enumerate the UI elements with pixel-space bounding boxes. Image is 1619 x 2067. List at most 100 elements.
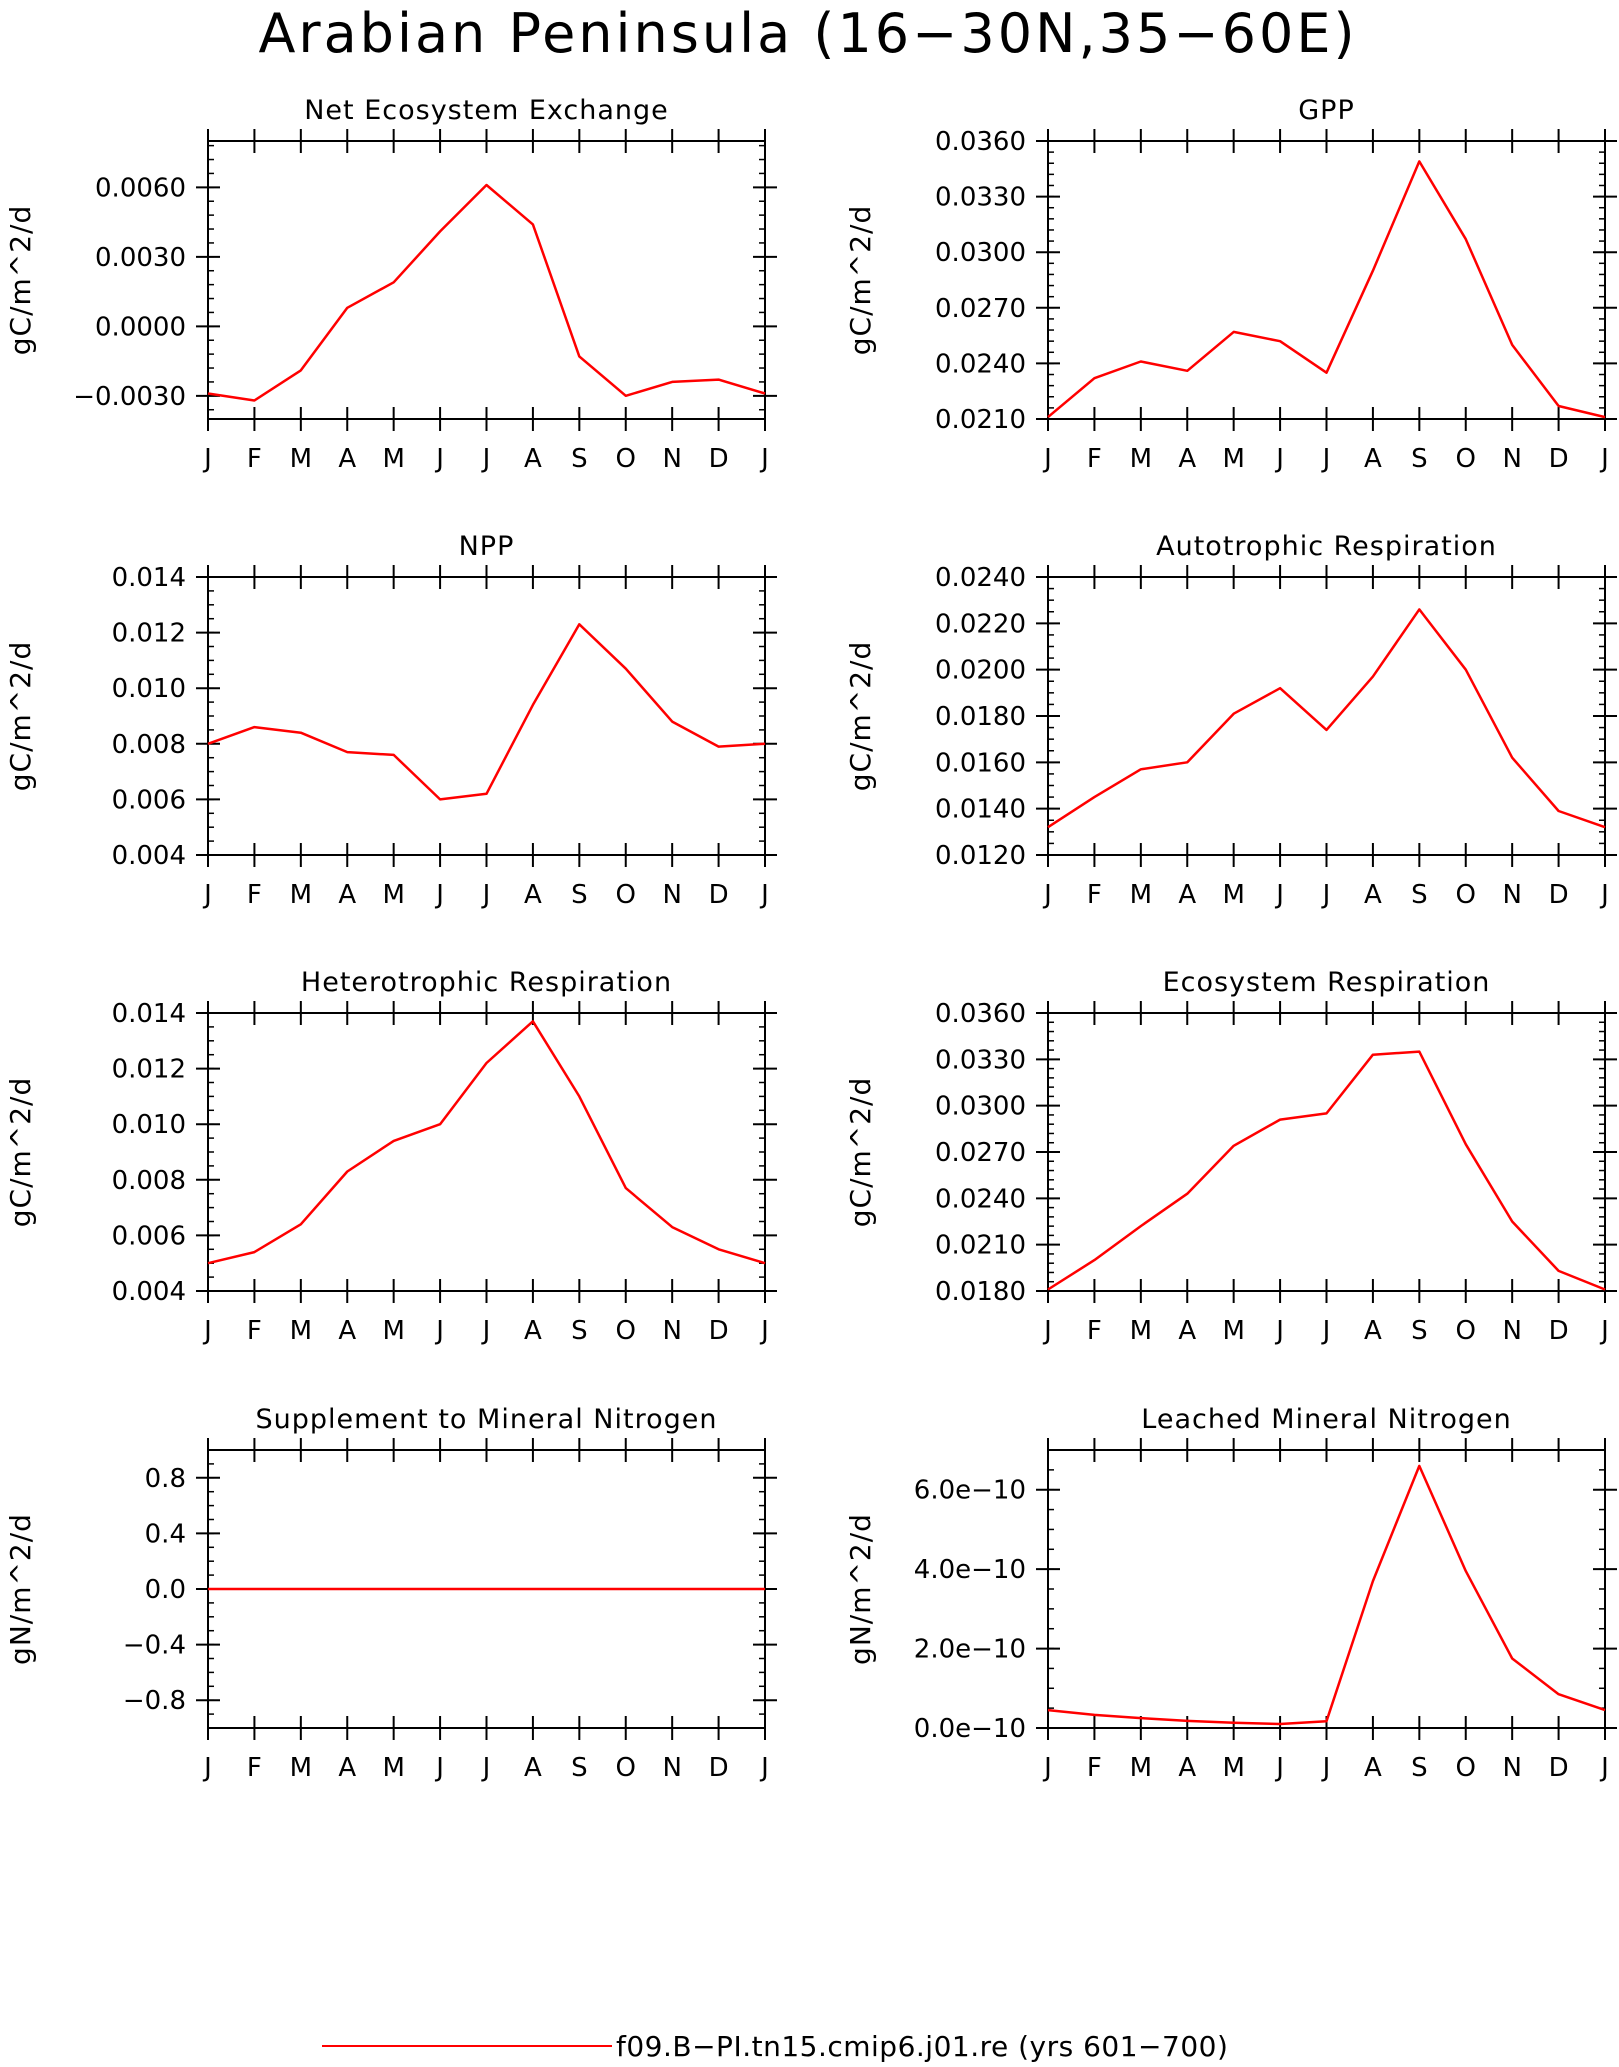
y-tick-label: 0.0270 xyxy=(935,1138,1026,1168)
x-tick-label: S xyxy=(571,880,588,910)
y-tick-label: 0.0240 xyxy=(935,563,1026,593)
panel-title: Supplement to Mineral Nitrogen xyxy=(256,1404,718,1435)
x-tick-label: M xyxy=(1222,880,1244,910)
panel-2: J F M A M J J A S O N D J0.02100.02400.02700.03000.0… xyxy=(844,95,1617,474)
series-line xyxy=(1047,160,1606,419)
panel-6: J F M A M J J A S O N D J0.01800.02100.02400.02700.0… xyxy=(844,967,1617,1346)
x-tick-label: M xyxy=(290,880,312,910)
x-tick-label: N xyxy=(1502,880,1521,910)
panel-title: Leached Mineral Nitrogen xyxy=(1141,1404,1511,1435)
x-tick-label: J xyxy=(1274,1316,1284,1346)
x-tick-label: D xyxy=(1549,1316,1569,1346)
x-tick-label: M xyxy=(1130,1753,1152,1783)
x-tick-label: A xyxy=(524,1753,542,1783)
x-tick-label: M xyxy=(1222,444,1244,474)
x-tick-label: S xyxy=(1411,1753,1428,1783)
y-tick-label: 0.0300 xyxy=(935,238,1026,268)
x-tick-label: J xyxy=(481,1316,491,1346)
x-tick-label: M xyxy=(1222,1316,1244,1346)
panel-title: Ecosystem Respiration xyxy=(1163,967,1491,998)
y-tick-label: 0.0030 xyxy=(95,243,186,273)
x-tick-label: M xyxy=(1130,444,1152,474)
x-tick-label: F xyxy=(247,1316,262,1346)
y-axis-label: gC/m^2/d xyxy=(4,641,37,792)
x-tick-label: M xyxy=(382,1753,404,1783)
panel-1: J F M A M J J A S O N D J−0.00300.00000.00300.0060Ne… xyxy=(4,95,777,474)
x-tick-label: D xyxy=(1549,1753,1569,1783)
y-axis-label: gN/m^2/d xyxy=(4,1513,37,1665)
x-tick-label: J xyxy=(434,880,444,910)
series-line xyxy=(1047,1050,1606,1291)
panel-title: NPP xyxy=(459,531,515,562)
plot-frame xyxy=(1047,140,1606,420)
y-tick-label: 0.0330 xyxy=(935,1045,1026,1075)
x-tick-label: D xyxy=(709,1316,729,1346)
y-axis-label: gC/m^2/d xyxy=(844,641,877,792)
x-tick-label: J xyxy=(1599,880,1609,910)
x-tick-label: S xyxy=(1411,1316,1428,1346)
x-tick-label: F xyxy=(1087,444,1102,474)
x-tick-label: J xyxy=(434,444,444,474)
x-tick-label: O xyxy=(616,1753,636,1783)
y-axis-label: gN/m^2/d xyxy=(844,1513,877,1665)
x-tick-label: J xyxy=(759,1753,769,1783)
y-tick-label: 0.004 xyxy=(112,1277,186,1307)
y-tick-label: 0.0060 xyxy=(95,173,186,203)
x-tick-label: M xyxy=(290,1316,312,1346)
legend: f09.B−PI.tn15.cmip6.j01.re (yrs 601−700) xyxy=(322,2030,1228,2063)
x-tick-label: J xyxy=(1599,444,1609,474)
x-tick-label: A xyxy=(1178,1316,1196,1346)
x-tick-label: S xyxy=(571,1753,588,1783)
x-tick-label: A xyxy=(338,880,356,910)
y-tick-label: 0.014 xyxy=(112,999,186,1029)
x-tick-label: J xyxy=(202,444,212,474)
x-tick-label: A xyxy=(1364,1753,1382,1783)
x-tick-label: F xyxy=(1087,880,1102,910)
y-tick-label: 0.0 xyxy=(145,1575,186,1605)
x-tick-label: N xyxy=(662,1316,681,1346)
x-tick-label: D xyxy=(709,1753,729,1783)
y-tick-label: 0.4 xyxy=(145,1519,186,1549)
y-tick-label: 0.006 xyxy=(112,785,186,815)
x-tick-label: F xyxy=(247,1753,262,1783)
panel-title: GPP xyxy=(1298,95,1355,126)
x-tick-label: M xyxy=(290,1753,312,1783)
y-tick-label: 0.0210 xyxy=(935,1231,1026,1261)
x-tick-label: S xyxy=(571,444,588,474)
x-tick-label: J xyxy=(759,1316,769,1346)
x-tick-label: M xyxy=(382,880,404,910)
x-tick-label: O xyxy=(616,880,636,910)
panel-7: J F M A M J J A S O N D J−0.8−0.40.00.40.8Supplement… xyxy=(4,1404,777,1783)
x-tick-label: M xyxy=(382,444,404,474)
y-tick-label: 0.0360 xyxy=(935,999,1026,1029)
y-tick-label: 6.0e−10 xyxy=(914,1476,1026,1506)
x-tick-label: D xyxy=(1549,880,1569,910)
y-tick-label: 0.0240 xyxy=(935,1184,1026,1214)
y-tick-label: 0.012 xyxy=(112,1055,186,1085)
x-tick-label: J xyxy=(1274,444,1284,474)
y-tick-label: 0.0e−10 xyxy=(914,1714,1026,1744)
series-line xyxy=(1047,1464,1606,1726)
panel-8: J F M A M J J A S O N D J0.0e−102.0e−104.0e−106.0e−1… xyxy=(844,1404,1617,1783)
x-tick-label: J xyxy=(1274,1753,1284,1783)
x-tick-label: A xyxy=(524,880,542,910)
x-tick-label: O xyxy=(1456,444,1476,474)
x-tick-label: J xyxy=(1042,1316,1052,1346)
y-tick-label: 0.0120 xyxy=(935,841,1026,871)
x-tick-label: N xyxy=(662,444,681,474)
x-tick-label: N xyxy=(1502,444,1521,474)
x-tick-label: O xyxy=(1456,880,1476,910)
x-tick-label: J xyxy=(1599,1316,1609,1346)
panel-title: Autotrophic Respiration xyxy=(1156,531,1497,562)
y-axis-label: gC/m^2/d xyxy=(4,1077,37,1228)
x-tick-label: J xyxy=(434,1753,444,1783)
panel-4: J F M A M J J A S O N D J0.01200.01400.01600.01800.0… xyxy=(844,531,1617,910)
plot-frame xyxy=(1047,576,1606,856)
y-axis-label: gC/m^2/d xyxy=(844,205,877,356)
panel-5: J F M A M J J A S O N D J0.0040.0060.0080.0100.0120.… xyxy=(4,967,777,1346)
x-tick-label: N xyxy=(662,880,681,910)
x-tick-label: A xyxy=(338,1316,356,1346)
x-tick-label: A xyxy=(338,1753,356,1783)
x-tick-label: J xyxy=(1042,880,1052,910)
